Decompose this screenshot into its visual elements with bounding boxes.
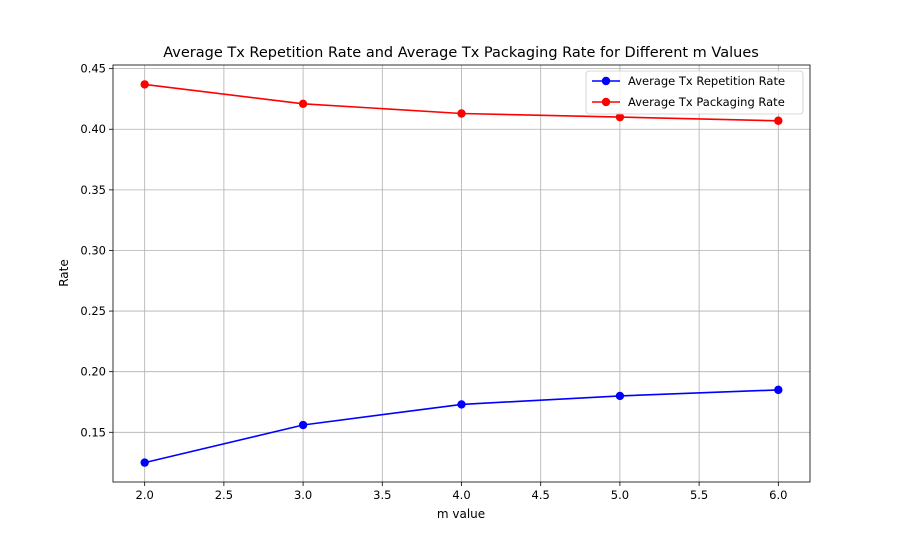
y-tick-label: 0.40 (80, 122, 106, 136)
x-axis-label: m value (437, 507, 485, 521)
x-tick-label: 5.5 (690, 488, 708, 502)
x-tick-label: 2.0 (136, 488, 154, 502)
x-tick-label: 4.5 (532, 488, 550, 502)
legend: Average Tx Repetition Rate Average Tx Pac… (585, 70, 804, 115)
ticks: 2.0 2.5 3.0 3.5 4.0 4.5 5.0 5.5 6.0 0.15 0.20 0.25 0… (80, 62, 787, 502)
data-point (774, 116, 783, 125)
data-point (298, 99, 308, 108)
y-tick-label: 0.20 (80, 365, 106, 379)
series-2 (140, 80, 783, 125)
x-tick-label: 2.5 (215, 488, 233, 502)
data-point (774, 385, 783, 395)
grid (113, 65, 810, 482)
data-point (615, 112, 625, 122)
data-point (615, 391, 625, 401)
y-tick-label: 0.30 (80, 243, 106, 257)
chart-title: Average Tx Repetition Rate and Average T… (163, 45, 759, 61)
y-tick-label: 0.15 (80, 425, 106, 439)
series-1 (140, 385, 783, 467)
legend-label: Average Tx Packaging Rate (628, 95, 785, 109)
y-axis-label: Rate (57, 259, 71, 287)
series-layer (140, 80, 783, 467)
legend-marker (601, 76, 611, 86)
data-point (457, 400, 466, 409)
x-tick-label: 4.0 (452, 488, 470, 502)
legend-box (585, 70, 804, 115)
data-point (298, 420, 308, 430)
y-tick-label: 0.25 (80, 304, 106, 318)
x-tick-label: 3.0 (294, 488, 312, 502)
x-tick-label: 3.5 (373, 488, 391, 502)
x-tick-label: 5.0 (611, 488, 629, 502)
legend-marker (601, 97, 611, 107)
data-point (140, 458, 149, 467)
data-point (140, 80, 149, 89)
y-tick-label: 0.45 (80, 62, 106, 76)
x-tick-label: 6.0 (769, 488, 787, 502)
legend-label: Average Tx Repetition Rate (628, 74, 785, 88)
y-tick-label: 0.35 (80, 183, 106, 197)
data-point (457, 109, 466, 118)
